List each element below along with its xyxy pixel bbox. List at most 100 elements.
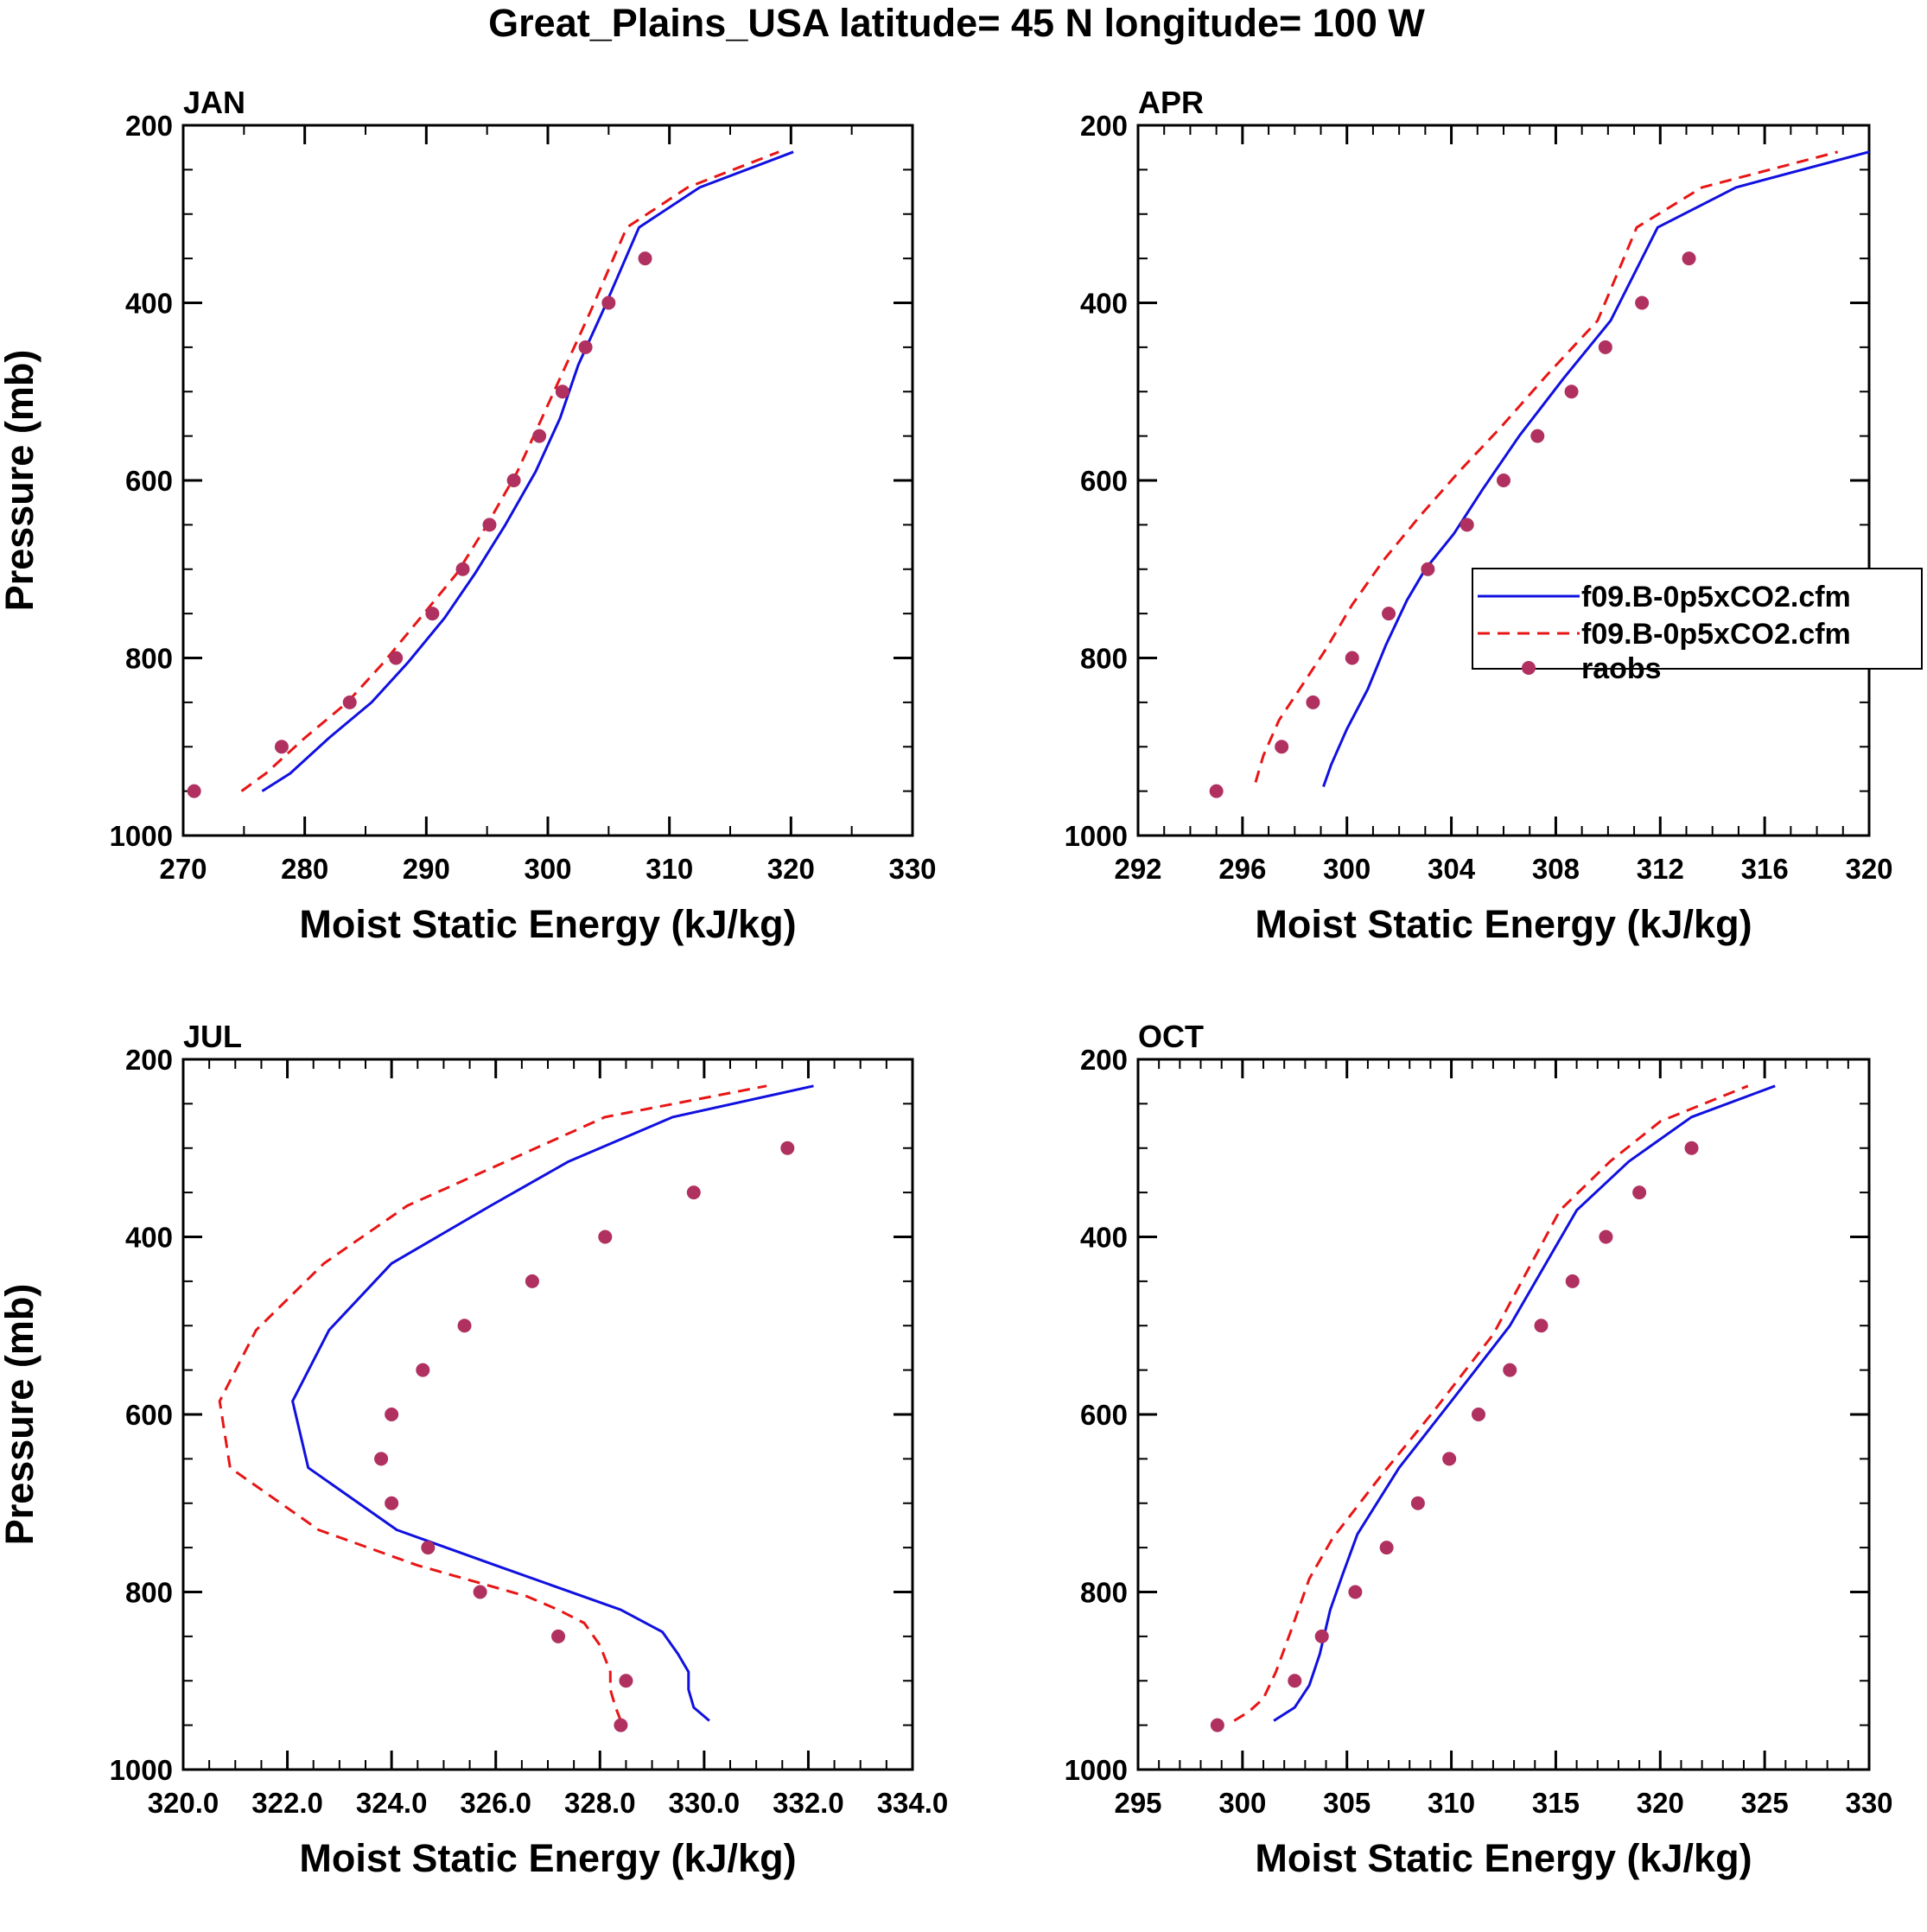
raobs-point [1379, 1541, 1394, 1555]
raobs-point [1598, 340, 1612, 354]
legend: f09.B-0p5xCO2.cfm f09.B-0p5xCO2.cfm raob… [1472, 568, 1923, 685]
raobs-point [421, 1541, 436, 1555]
x-tick-label: 310 [646, 853, 693, 885]
x-axis-title: Moist Static Energy (kJ/kg) [299, 1836, 796, 1880]
figure-title: Great_Plains_USA latitude= 45 N longitud… [488, 1, 1425, 45]
raobs-point [1442, 1452, 1457, 1466]
x-tick-label: 330 [888, 853, 936, 885]
panel-oct: OCT 295 300 305 310 315 320 325 330 200 400 600 800 1… [1065, 1019, 1893, 1880]
x-tick-label: 295 [1114, 1787, 1161, 1819]
x-tick-label: 320 [767, 853, 815, 885]
series-line-solid [291, 1084, 814, 1722]
x-tick-label: 280 [281, 853, 328, 885]
raobs-point [614, 1718, 628, 1732]
legend-label-raobs: raobs [1581, 652, 1662, 685]
raobs-point [1421, 562, 1435, 576]
raobs-point [532, 429, 547, 443]
y-tick-label: 600 [1080, 1399, 1128, 1431]
raobs-point [686, 1185, 701, 1200]
raobs-point [1306, 695, 1320, 709]
raobs-point [416, 1363, 430, 1377]
y-tick-label: 200 [1080, 1044, 1128, 1076]
x-tick-label: 312 [1637, 853, 1684, 885]
panel-title: JUL [183, 1019, 242, 1054]
raobs-point [1345, 651, 1359, 665]
x-tick-label: 320 [1845, 853, 1892, 885]
raobs-point [638, 251, 652, 266]
x-tick-label: 326.0 [460, 1787, 531, 1819]
panel-jul: JUL 320.0 322.0 324.0 326.0 328.0 330.0 332.0 33… [0, 1019, 948, 1880]
series-line-dashed [1254, 150, 1839, 783]
raobs-point [1530, 429, 1545, 443]
raobs-point [473, 1585, 487, 1599]
y-tick-label: 1000 [110, 1754, 173, 1786]
x-tick-label: 296 [1218, 853, 1266, 885]
series-line-dashed [1233, 1084, 1749, 1722]
raobs-point [525, 1274, 539, 1288]
x-tick-label: 308 [1532, 853, 1580, 885]
raobs-point [274, 740, 289, 754]
raobs-point [342, 695, 357, 709]
raobs-point [1209, 784, 1224, 798]
raobs-point [389, 651, 404, 665]
x-tick-label: 304 [1428, 853, 1476, 885]
raobs-point [1565, 1274, 1580, 1288]
raobs-point [455, 562, 470, 576]
raobs-point [1564, 384, 1579, 399]
x-tick-label: 290 [403, 853, 450, 885]
raobs-point [1534, 1319, 1549, 1333]
raobs-point [1503, 1363, 1517, 1377]
panel-title: OCT [1138, 1019, 1204, 1054]
raobs-point [1382, 607, 1396, 621]
x-tick-label: 300 [1218, 1787, 1266, 1819]
raobs-point [425, 607, 440, 621]
x-tick-label: 315 [1532, 1787, 1580, 1819]
raobs-point [187, 784, 201, 798]
x-tick-label: 325 [1741, 1787, 1789, 1819]
raobs-point [578, 340, 593, 354]
panel-jan: JAN 270 280 290 300 310 320 330 200 400 600 800 1000… [0, 85, 937, 946]
y-tick-label: 800 [1080, 643, 1128, 675]
raobs-point [385, 1408, 399, 1421]
legend-swatch-marker [1522, 661, 1536, 675]
raobs-point [1288, 1674, 1302, 1688]
raobs-point [457, 1319, 472, 1333]
raobs-point [619, 1674, 633, 1688]
raobs-point [374, 1452, 389, 1466]
y-tick-label: 400 [125, 288, 173, 320]
legend-box [1472, 568, 1923, 670]
plot-frame [181, 1058, 914, 1771]
raobs-point [506, 473, 521, 487]
x-tick-label: 330.0 [669, 1787, 741, 1819]
legend-label-solid: f09.B-0p5xCO2.cfm [1581, 581, 1851, 613]
raobs-point [601, 296, 616, 310]
series-line-solid [1273, 1084, 1776, 1722]
x-tick-label: 332.0 [773, 1787, 844, 1819]
raobs-point [1210, 1718, 1224, 1732]
x-tick-label: 320 [1637, 1787, 1684, 1819]
y-tick-label: 600 [1080, 465, 1128, 497]
x-tick-label: 270 [159, 853, 207, 885]
raobs-point [1684, 1141, 1699, 1155]
y-tick-label: 1000 [1065, 820, 1128, 852]
y-tick-label: 800 [125, 643, 173, 675]
raobs-point [555, 384, 569, 399]
y-tick-label: 200 [125, 110, 173, 142]
y-tick-label: 400 [1080, 1222, 1128, 1254]
raobs-point [1275, 740, 1289, 754]
plot-frame [181, 124, 914, 837]
x-axis-title: Moist Static Energy (kJ/kg) [1255, 902, 1752, 946]
x-tick-label: 322.0 [251, 1787, 323, 1819]
y-tick-label: 800 [1080, 1577, 1128, 1609]
raobs-point [551, 1629, 566, 1643]
x-tick-label: 316 [1741, 853, 1789, 885]
panel-apr: APR 292 296 300 304 308 312 316 320 200 400 600 800 1… [1065, 85, 1893, 946]
raobs-point [385, 1496, 399, 1510]
legend-label-dashed: f09.B-0p5xCO2.cfm [1581, 618, 1851, 651]
y-axis-title: Pressure (mb) [0, 350, 41, 612]
x-tick-label: 330 [1845, 1787, 1892, 1819]
y-tick-label: 600 [125, 465, 173, 497]
raobs-point [1314, 1629, 1329, 1643]
y-tick-label: 1000 [110, 820, 173, 852]
